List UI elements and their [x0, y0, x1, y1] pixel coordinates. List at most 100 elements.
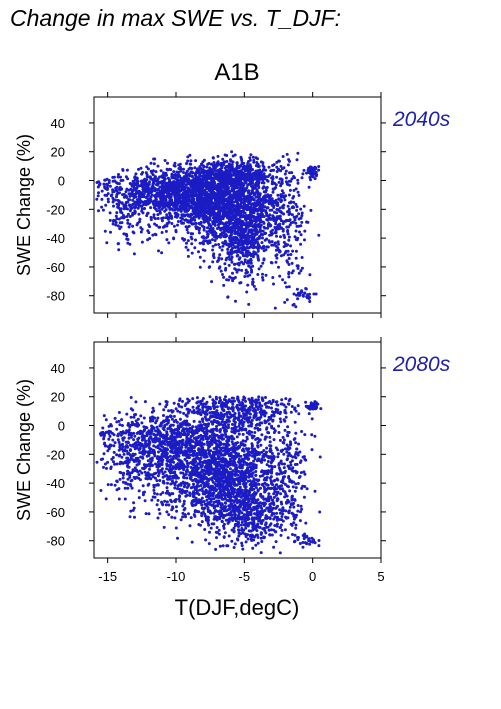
scatter-point: [225, 170, 229, 174]
scatter-point: [146, 229, 150, 233]
y-tick-label: -80: [46, 534, 65, 549]
y-tick-label: -80: [46, 289, 65, 304]
scatter-point: [296, 266, 300, 270]
scatter-point: [153, 157, 157, 161]
scatter-point: [198, 203, 202, 207]
scatter-point: [148, 197, 152, 200]
scatter-point: [227, 162, 231, 166]
scatter-point: [287, 238, 291, 242]
scatter-point: [158, 512, 162, 516]
scatter-point: [112, 444, 116, 448]
scatter-point: [130, 193, 134, 197]
scatter-point: [106, 200, 110, 204]
scatter-point: [140, 204, 144, 208]
scatter-point: [259, 208, 263, 212]
scatter-point: [299, 242, 303, 246]
scatter-point: [272, 187, 275, 191]
scatter-point: [216, 163, 220, 167]
scatter-point: [272, 206, 276, 209]
scatter-point: [248, 235, 252, 239]
scatter-point: [144, 443, 148, 447]
scatter-point: [133, 515, 136, 519]
scatter-point: [249, 240, 252, 244]
scatter-point: [186, 254, 190, 258]
scatter-point: [280, 211, 284, 215]
scatter-point: [150, 190, 154, 193]
scatter-point: [269, 261, 273, 264]
scatter-point: [281, 222, 285, 226]
scatter-point: [113, 416, 117, 420]
scatter-point: [281, 206, 285, 210]
scatter-point: [161, 195, 165, 198]
scatter-point: [228, 190, 232, 193]
scatter-point: [265, 178, 269, 182]
scatter-point: [300, 214, 304, 217]
scatter-point: [191, 207, 195, 211]
scatter-point: [217, 243, 221, 246]
scatter-point: [102, 465, 105, 469]
scatter-point: [168, 199, 172, 203]
scatter-point: [288, 223, 292, 227]
scatter-point: [300, 256, 304, 259]
scatter-point: [126, 221, 130, 225]
figure-title: Change in max SWE vs. T_DJF:: [10, 5, 341, 31]
scatter-point: [186, 239, 190, 243]
scatter-point: [256, 254, 260, 258]
scatter-point: [205, 211, 209, 215]
scatter-point: [177, 197, 180, 201]
y-tick-label: 40: [51, 116, 65, 131]
scatter-point: [271, 228, 275, 232]
scatter-point: [234, 299, 237, 303]
scatter-point: [143, 470, 147, 474]
scatter-point: [205, 180, 209, 184]
scatter-point: [127, 192, 131, 196]
scatter-point: [117, 173, 120, 176]
scatter-point: [248, 251, 252, 255]
scatter-point: [257, 197, 261, 200]
scatter-point: [103, 178, 107, 182]
scatter-point: [274, 227, 278, 231]
scatter-point: [216, 160, 220, 164]
scatter-point: [194, 238, 197, 242]
scatter-point: [308, 292, 311, 296]
scatter-point: [105, 194, 109, 197]
scatter-point: [255, 199, 259, 203]
scatter-point: [122, 452, 126, 456]
period-label: 2040s: [392, 108, 451, 131]
scatter-point: [114, 223, 118, 227]
scatter-point: [315, 173, 319, 177]
scatter-point: [206, 232, 210, 236]
period-label: 2080s: [392, 353, 451, 376]
scatter-point: [233, 231, 237, 235]
scatter-point: [187, 167, 191, 171]
scatter-point: [147, 182, 151, 186]
scatter-point: [172, 224, 176, 228]
scatter-point: [185, 241, 188, 245]
scatter-point: [152, 472, 156, 476]
scatter-point: [284, 249, 288, 253]
y-tick-label: -60: [46, 260, 65, 275]
scatter-point: [232, 200, 236, 204]
scenario-label: A1B: [214, 59, 259, 86]
scatter-point: [176, 223, 179, 227]
scatter-point: [296, 181, 300, 185]
scatter-point: [195, 396, 199, 400]
scatter-point: [233, 226, 236, 229]
scatter-point: [221, 217, 225, 221]
scatter-point: [243, 203, 247, 207]
scatter-point: [224, 226, 228, 230]
scatter-point: [204, 236, 208, 240]
scatter-point: [207, 206, 211, 210]
scatter-point: [172, 188, 176, 192]
scatter-point: [314, 166, 318, 170]
scatter-point: [176, 536, 179, 540]
y-tick-label: 0: [58, 174, 65, 189]
scatter-point: [273, 231, 277, 235]
scatter-point: [132, 438, 136, 442]
scatter-point: [261, 261, 265, 265]
scatter-point: [201, 417, 205, 421]
scatter-point: [197, 194, 201, 198]
scatter-point: [279, 254, 283, 258]
